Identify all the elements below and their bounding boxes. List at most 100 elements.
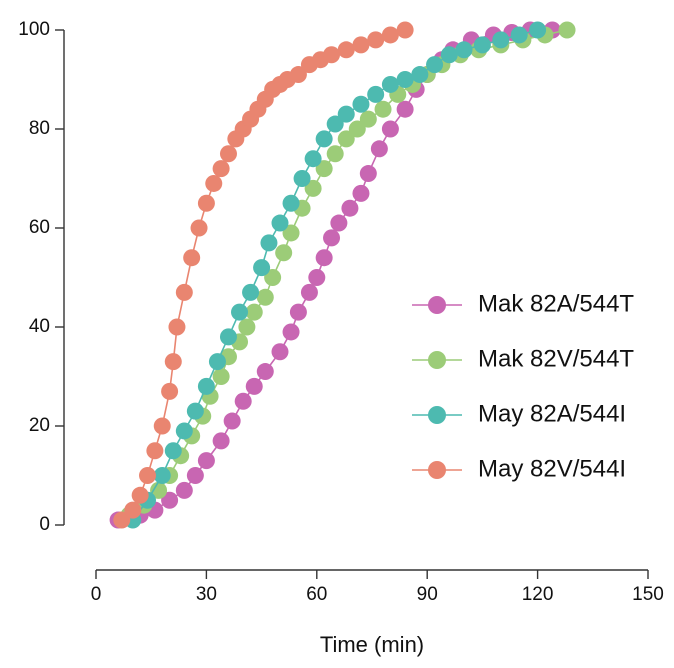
x-tick-label: 120: [522, 584, 554, 605]
data-point: [289, 66, 307, 84]
data-point: [282, 194, 300, 212]
data-point: [113, 511, 131, 529]
data-point: [124, 501, 142, 519]
data-point: [440, 46, 458, 64]
data-point: [245, 377, 263, 395]
legend-marker: [428, 461, 446, 479]
data-point: [161, 491, 179, 509]
data-point: [234, 392, 252, 410]
data-point: [381, 120, 399, 138]
data-point: [315, 130, 333, 148]
y-tick-label: 20: [29, 415, 50, 436]
data-point: [197, 194, 215, 212]
data-point: [131, 486, 149, 504]
data-point: [337, 41, 355, 59]
data-point: [308, 269, 326, 286]
data-point: [558, 21, 576, 39]
x-tick-label: 60: [306, 584, 327, 605]
data-point: [326, 145, 344, 163]
x-tick-label: 30: [196, 584, 217, 605]
data-point: [186, 402, 204, 420]
data-point: [282, 224, 300, 242]
data-point: [323, 229, 341, 247]
data-point: [205, 174, 223, 192]
data-point: [264, 269, 282, 286]
data-point: [153, 467, 171, 484]
data-point: [231, 303, 249, 321]
x-axis-label: Time (min): [320, 632, 424, 657]
data-point: [510, 26, 528, 44]
data-point: [197, 377, 215, 395]
data-point: [337, 130, 355, 148]
data-point: [223, 412, 241, 430]
data-point: [396, 100, 414, 118]
data-point: [367, 85, 385, 103]
data-point: [304, 150, 322, 168]
data-point: [337, 105, 355, 123]
data-point: [282, 323, 300, 341]
data-point: [260, 234, 278, 252]
data-point: [164, 353, 182, 371]
data-point: [212, 432, 230, 450]
data-point: [426, 56, 444, 74]
data-point: [315, 160, 333, 178]
data-point: [212, 368, 230, 385]
data-point: [153, 417, 171, 435]
data-point: [374, 100, 392, 118]
series-line: [117, 29, 553, 521]
y-tick-label: 80: [29, 118, 50, 139]
series-layer: [109, 21, 576, 529]
data-point: [396, 71, 414, 88]
data-point: [359, 165, 377, 183]
data-point: [168, 318, 186, 336]
data-point: [352, 95, 370, 113]
y-tick-label: 100: [18, 19, 50, 40]
legend-label: Mak 82V/544T: [478, 345, 634, 372]
data-point: [139, 467, 157, 484]
data-point: [161, 382, 179, 400]
data-point: [238, 318, 256, 336]
data-point: [190, 219, 208, 237]
data-point: [256, 363, 274, 381]
legend-item: May 82A/544I: [412, 400, 626, 427]
legend-label: May 82A/544I: [478, 400, 626, 427]
data-point: [256, 288, 274, 306]
series-line: [132, 29, 538, 521]
data-point: [315, 249, 333, 267]
data-point: [271, 214, 289, 232]
data-point: [183, 249, 201, 267]
data-point: [197, 452, 215, 470]
data-point: [348, 120, 366, 138]
legend-label: Mak 82A/544T: [478, 290, 634, 317]
data-point: [396, 21, 414, 39]
data-point: [370, 140, 388, 158]
data-point: [175, 422, 193, 440]
data-point: [275, 244, 293, 262]
data-point: [352, 184, 370, 202]
legend-item: Mak 82V/544T: [412, 345, 634, 372]
legend-item: May 82V/544I: [412, 455, 626, 482]
axes: 0 20 40 60 80 100 0 30 60 90 120 150 Time (min): [18, 19, 664, 657]
data-point: [242, 283, 260, 301]
data-point: [529, 21, 547, 39]
data-point: [146, 442, 164, 460]
x-tick-label: 0: [91, 584, 102, 605]
y-tick-label: 0: [39, 514, 50, 535]
data-point: [455, 41, 473, 59]
data-point: [352, 36, 370, 54]
data-point: [330, 214, 348, 232]
x-tick-label: 90: [417, 584, 438, 605]
data-point: [323, 46, 341, 64]
legend-marker: [428, 406, 446, 424]
data-point: [300, 283, 318, 301]
data-point: [150, 481, 168, 499]
x-tick-label: 150: [632, 584, 664, 605]
data-point: [304, 179, 322, 197]
data-point: [381, 26, 399, 44]
data-point: [411, 66, 429, 84]
legend-label: May 82V/544I: [478, 455, 626, 482]
data-point: [381, 75, 399, 93]
legend: Mak 82A/544T Mak 82V/544T May 82A/544I May …: [412, 290, 634, 482]
data-point: [271, 343, 289, 361]
data-point: [208, 353, 226, 371]
